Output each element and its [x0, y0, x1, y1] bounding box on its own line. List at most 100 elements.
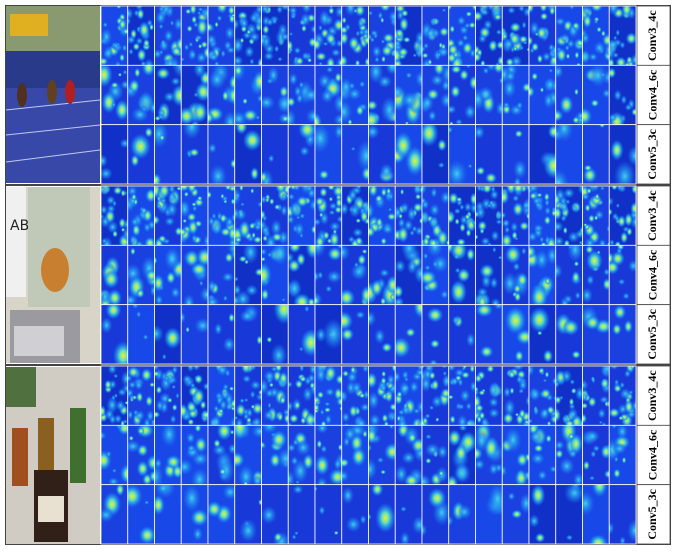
activation [512, 186, 525, 194]
activation [140, 60, 147, 66]
activation [351, 380, 362, 395]
row-label: Conv5_3c [645, 488, 659, 539]
activation [300, 328, 315, 357]
activation [148, 470, 155, 483]
activation [359, 514, 367, 525]
map-blobs [154, 324, 182, 360]
activation [208, 69, 226, 90]
activation [241, 366, 251, 374]
activation [457, 378, 464, 387]
activation [479, 8, 490, 17]
activation [320, 88, 334, 104]
activation [380, 469, 386, 475]
activation [540, 388, 552, 400]
map-blobs [422, 65, 449, 122]
feature-map [555, 124, 583, 185]
activation [329, 6, 334, 10]
activation [221, 272, 234, 283]
activation [584, 429, 601, 443]
map-blobs [502, 6, 529, 66]
activation [591, 377, 596, 384]
activation [326, 66, 334, 74]
activation [453, 208, 461, 215]
activation [368, 513, 372, 521]
activation [409, 380, 419, 394]
activation [158, 235, 167, 243]
activation [600, 186, 605, 191]
activation [267, 402, 272, 409]
activation [226, 217, 233, 227]
feature-map [368, 484, 396, 545]
activation [341, 470, 350, 482]
activation [248, 31, 260, 43]
feature-map [180, 244, 209, 306]
activation [529, 231, 538, 242]
activation [288, 108, 297, 125]
activation [440, 190, 449, 205]
activation [289, 201, 300, 217]
feature-map [100, 124, 129, 185]
feature-map [234, 5, 262, 66]
activation [594, 193, 600, 201]
map-blobs [609, 245, 636, 300]
map-blobs [341, 486, 367, 533]
activation [380, 237, 387, 245]
row-label: Conv4_6c [645, 429, 659, 480]
group-border [5, 185, 671, 365]
group-border [5, 365, 671, 545]
feature-map [234, 304, 262, 365]
map-blobs [395, 131, 422, 177]
activation [386, 212, 396, 221]
activation [469, 192, 476, 206]
activation [405, 327, 416, 338]
activation [257, 389, 262, 396]
feature-map [448, 185, 476, 246]
map-blobs [101, 366, 128, 426]
activation [522, 40, 528, 45]
activation [414, 193, 422, 200]
activation [130, 217, 140, 227]
activation [208, 191, 212, 199]
activation [298, 81, 305, 89]
activation [136, 48, 147, 62]
activation [400, 245, 418, 258]
activation [431, 19, 437, 25]
activation [328, 468, 342, 485]
feature-map [234, 424, 262, 486]
feature-map [127, 244, 155, 306]
activation [415, 70, 422, 88]
activation [368, 100, 378, 111]
activation [389, 193, 394, 200]
activation [120, 79, 128, 90]
activation [187, 219, 199, 236]
activation [111, 468, 117, 473]
activation [101, 289, 110, 305]
activation [562, 226, 568, 235]
activation [134, 410, 146, 422]
activation [407, 432, 417, 444]
activation [468, 21, 476, 29]
activation [307, 57, 313, 63]
activation [291, 534, 297, 540]
activation [230, 158, 235, 169]
feature-map [180, 365, 209, 426]
activation [448, 474, 459, 485]
feature-map [501, 484, 530, 545]
activation [573, 261, 580, 267]
activation [395, 371, 401, 383]
activation [348, 202, 361, 218]
feature-map [475, 64, 503, 126]
feature-map [314, 244, 343, 306]
activation [566, 39, 575, 49]
feature-map [555, 304, 583, 365]
activation [609, 521, 615, 535]
activation [258, 498, 262, 506]
feature-map [475, 365, 503, 426]
activation [431, 379, 440, 391]
activation [547, 124, 556, 139]
feature-map [528, 5, 557, 66]
activation [181, 106, 196, 125]
activation [546, 246, 556, 266]
activation [576, 62, 581, 66]
